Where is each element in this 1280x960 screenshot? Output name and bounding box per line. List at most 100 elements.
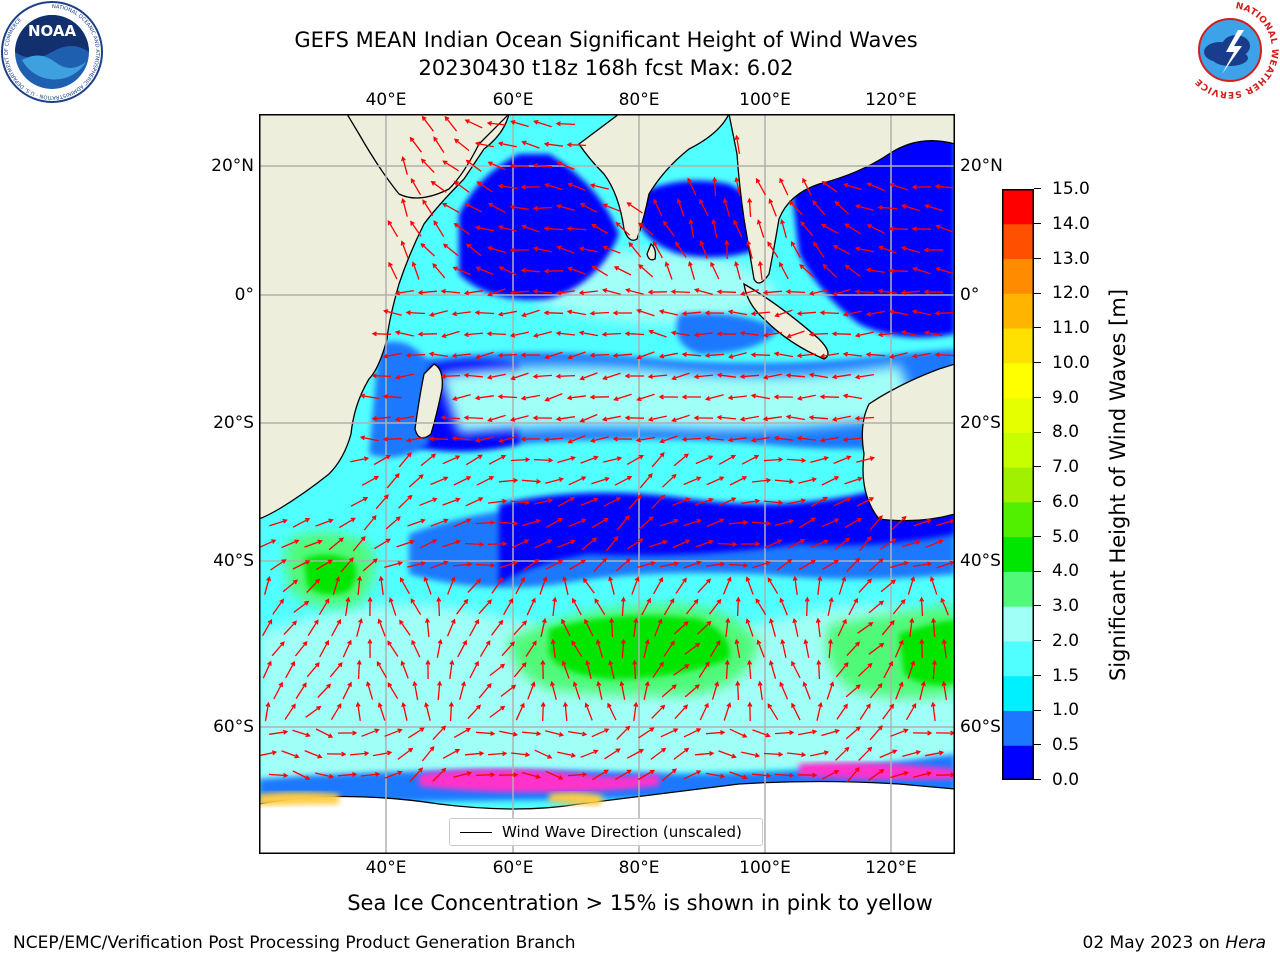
wave-direction-arrow [787,539,806,549]
wave-direction-arrow [934,310,955,316]
wave-direction-arrow [384,728,403,737]
colorbar-tick-mark [1034,744,1041,746]
wave-direction-arrow [653,576,664,595]
wave-direction-arrow [704,352,725,358]
wave-direction-arrow [877,205,898,211]
wave-direction-arrow [571,640,583,657]
wave-direction-arrow [808,415,829,421]
wave-direction-arrow [695,539,714,548]
wave-direction-arrow [808,331,829,337]
wave-direction-arrow [572,597,582,616]
wave-direction-arrow [544,182,563,191]
wave-direction-arrow [652,661,664,678]
wave-direction-arrow [710,261,720,280]
wave-direction-arrow [409,767,424,783]
wave-direction-arrow [342,639,352,658]
wave-direction-arrow [509,415,529,422]
wave-direction-arrow [567,351,586,360]
wave-direction-arrow [540,701,546,722]
wave-direction-arrow [510,500,531,506]
wave-direction-arrow [615,558,631,572]
wave-direction-arrow [421,745,435,762]
lon-label-bottom-40e: 40°E [365,858,407,878]
wave-direction-arrow [602,203,621,212]
wave-direction-arrow [498,520,519,526]
wave-direction-arrow [723,702,732,721]
wave-direction-arrow [463,372,484,378]
wave-direction-arrow [725,617,731,637]
wave-direction-arrow [620,596,626,617]
wave-direction-arrow [658,352,678,359]
wave-direction-arrow [521,224,540,233]
wave-direction-arrow [734,260,741,280]
wave-direction-arrow [768,659,777,679]
wave-direction-arrow [699,198,709,217]
lon-label-top-100e: 100°E [739,90,791,110]
wave-direction-arrow [442,497,461,506]
wave-direction-arrow [589,183,609,190]
wave-direction-arrow [698,661,710,678]
wave-direction-arrow [520,436,541,442]
wave-direction-arrow [711,218,718,238]
wave-direction-arrow [654,618,663,637]
wave-direction-arrow [562,575,569,595]
wave-direction-arrow [866,182,885,192]
wave-direction-arrow [716,414,737,420]
wave-direction-arrow [272,598,284,615]
wave-direction-arrow [802,681,811,700]
wave-direction-arrow [631,576,640,595]
wave-direction-arrow [858,746,873,761]
wave-direction-arrow [727,352,747,359]
wave-direction-arrow [523,559,540,571]
wave-direction-arrow [422,199,434,216]
wave-direction-arrow [498,478,519,483]
wave-direction-arrow [785,414,806,421]
wave-direction-arrow [410,598,422,616]
wave-direction-arrow [273,681,283,700]
wave-direction-arrow [798,477,817,484]
wave-direction-arrow [602,245,621,254]
wave-direction-arrow [697,578,712,594]
wave-direction-arrow [382,436,403,442]
wave-direction-arrow [428,351,449,358]
wave-direction-arrow [497,352,518,358]
wave-direction-arrow [817,575,823,595]
wave-direction-arrow [581,537,598,551]
wave-direction-arrow [624,415,645,421]
wave-direction-arrow [869,682,883,699]
wave-direction-arrow [533,119,552,128]
wave-direction-arrow [409,136,423,153]
wave-direction-arrow [791,660,801,679]
wave-direction-arrow [724,659,730,680]
wave-direction-arrow [750,352,771,358]
wave-direction-arrow [890,560,910,569]
wave-direction-arrow [635,436,656,443]
wave-direction-arrow [780,218,787,238]
wave-direction-arrow [613,266,632,276]
colorbar-tick-mark [1034,431,1041,433]
wave-direction-arrow [762,416,782,422]
wave-direction-arrow [456,598,469,615]
wave-direction-arrow [819,436,840,443]
colorbar [1002,189,1034,781]
wave-direction-arrow [377,618,386,637]
wave-direction-arrow [566,142,587,148]
wave-direction-arrow [478,599,492,615]
wave-direction-arrow [729,771,748,780]
wave-direction-arrow [285,660,295,679]
wave-direction-arrow [628,241,642,258]
wave-direction-arrow [683,770,702,780]
wave-direction-arrow [907,660,916,679]
wave-direction-arrow [697,620,712,635]
lat-label-right-20s: 20°S [960,413,1001,433]
lat-label-right-40s: 40°S [960,551,1001,571]
wave-direction-arrow [444,115,458,132]
wave-direction-arrow [831,374,851,380]
wave-direction-arrow [487,288,506,297]
wave-direction-arrow [561,618,571,637]
wave-direction-arrow [459,680,466,700]
wave-direction-arrow [338,517,356,529]
wave-direction-arrow [681,311,702,316]
wave-direction-arrow [534,749,553,759]
wave-direction-arrow [632,659,638,680]
